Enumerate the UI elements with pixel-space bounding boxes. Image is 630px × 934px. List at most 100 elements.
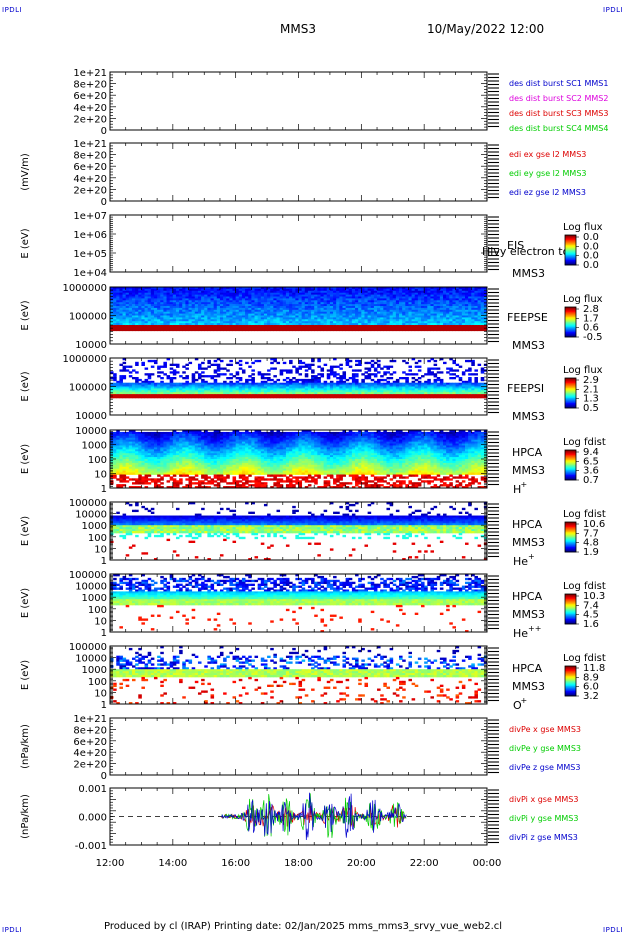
heatmap-cell	[135, 298, 139, 301]
heatmap-cell	[320, 323, 325, 326]
heatmap-cell	[455, 315, 460, 318]
heatmap-cell	[304, 294, 309, 297]
heatmap-cell	[153, 359, 158, 363]
heatmap-cell	[311, 392, 315, 395]
heatmap-cell	[345, 319, 350, 322]
heatmap-cell	[251, 317, 255, 320]
heatmap-cell	[307, 321, 312, 324]
heatmap-cell	[169, 287, 174, 290]
heatmap-cell	[135, 378, 139, 382]
heatmap-cell	[477, 288, 482, 292]
heatmap-cell	[273, 288, 277, 292]
heatmap-cell	[204, 317, 208, 320]
heatmap-cell	[185, 321, 189, 324]
heatmap-cell	[468, 287, 472, 290]
heatmap-cell	[317, 317, 321, 320]
heatmap-cell	[282, 323, 287, 326]
heatmap-cell	[282, 287, 287, 290]
heatmap-cell	[185, 306, 189, 309]
heatmap-cell	[455, 396, 460, 399]
heatmap-cell	[201, 306, 205, 309]
heatmap-cell	[223, 309, 227, 313]
heatmap-cell	[348, 384, 353, 387]
heatmap-cell	[282, 304, 287, 307]
heatmap-cell	[110, 300, 114, 303]
heatmap-cell	[386, 296, 391, 299]
heatmap-cell	[219, 315, 224, 318]
heatmap-cell	[210, 309, 215, 313]
heatmap-cell	[421, 300, 425, 303]
heatmap-cell	[292, 288, 296, 292]
heatmap-cell	[135, 363, 139, 366]
heatmap-cell	[226, 388, 230, 391]
heatmap-cell	[144, 386, 149, 389]
heatmap-cell	[251, 319, 255, 322]
heatmap-cell	[147, 326, 152, 330]
heatmap-cell	[285, 388, 290, 391]
heatmap-cell	[232, 317, 237, 320]
heatmap-cell	[188, 328, 193, 332]
heatmap-cell	[455, 384, 460, 387]
heatmap-cell	[263, 294, 268, 297]
heatmap-cell	[468, 290, 472, 294]
heatmap-cell	[204, 386, 208, 389]
heatmap-cell	[301, 317, 306, 320]
heatmap-cell	[311, 384, 315, 387]
heatmap-cell	[465, 313, 469, 316]
heatmap-cell	[295, 309, 299, 313]
colorbar-step	[565, 315, 576, 318]
heatmap-cell	[144, 313, 149, 316]
heatmap-cell	[307, 386, 312, 389]
heatmap-cell	[411, 392, 416, 395]
heatmap-cell	[386, 288, 391, 292]
heatmap-cell	[304, 390, 309, 393]
heatmap-cell	[292, 307, 296, 311]
heatmap-cell	[229, 363, 233, 366]
heatmap-cell	[188, 292, 193, 295]
heatmap-cell	[373, 296, 378, 299]
heatmap-cell	[185, 325, 189, 328]
heatmap-cell	[417, 319, 422, 322]
heatmap-cell	[386, 367, 391, 370]
heatmap-cell	[248, 382, 252, 385]
heatmap-cell	[116, 464, 120, 468]
heatmap-cell	[455, 369, 460, 372]
heatmap-cell	[367, 315, 372, 318]
heatmap-cell	[311, 309, 315, 313]
panel-frame	[109, 142, 488, 202]
heatmap-cell	[147, 325, 152, 328]
heatmap-cell	[367, 313, 372, 316]
heatmap-cell	[458, 296, 463, 299]
heatmap-cell	[289, 384, 293, 387]
heatmap-cell	[367, 311, 372, 314]
heatmap-cell	[377, 328, 381, 332]
heatmap-cell	[229, 380, 233, 384]
heatmap-cell	[427, 290, 431, 294]
heatmap-cell	[229, 300, 233, 303]
heatmap-cell	[323, 394, 328, 397]
heatmap-cell	[282, 288, 287, 292]
heatmap-cell	[169, 328, 174, 332]
heatmap-cell	[304, 373, 309, 376]
heatmap-cell	[197, 300, 202, 303]
heatmap-cell	[160, 323, 164, 326]
heatmap-cell	[301, 378, 306, 382]
heatmap-cell	[455, 388, 460, 391]
heatmap-cell	[333, 394, 337, 397]
heatmap-cell	[421, 288, 425, 292]
heatmap-cell	[373, 319, 378, 322]
heatmap-cell	[430, 323, 434, 326]
heatmap-cell	[455, 300, 460, 303]
heatmap-cell	[279, 300, 284, 303]
heatmap-cell	[260, 388, 265, 391]
heatmap-cell	[336, 294, 340, 297]
heatmap-cell	[427, 307, 431, 311]
heatmap-cell	[235, 373, 240, 376]
heatmap-cell	[226, 319, 230, 322]
heatmap-cell	[314, 377, 318, 380]
heatmap-cell	[355, 304, 359, 307]
heatmap-cell	[276, 386, 281, 389]
heatmap-cell	[392, 382, 397, 385]
heatmap-cell	[465, 307, 469, 311]
heatmap-cell	[320, 313, 325, 316]
